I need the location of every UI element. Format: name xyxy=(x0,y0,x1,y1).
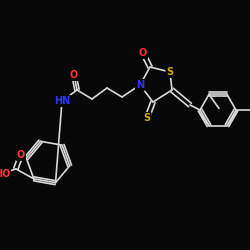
Text: O: O xyxy=(139,48,147,58)
Text: HN: HN xyxy=(54,96,70,106)
Text: HO: HO xyxy=(0,169,10,179)
Text: O: O xyxy=(17,150,25,160)
Text: S: S xyxy=(166,67,173,77)
Text: N: N xyxy=(136,80,144,90)
Text: S: S xyxy=(144,113,150,123)
Text: O: O xyxy=(70,70,78,80)
